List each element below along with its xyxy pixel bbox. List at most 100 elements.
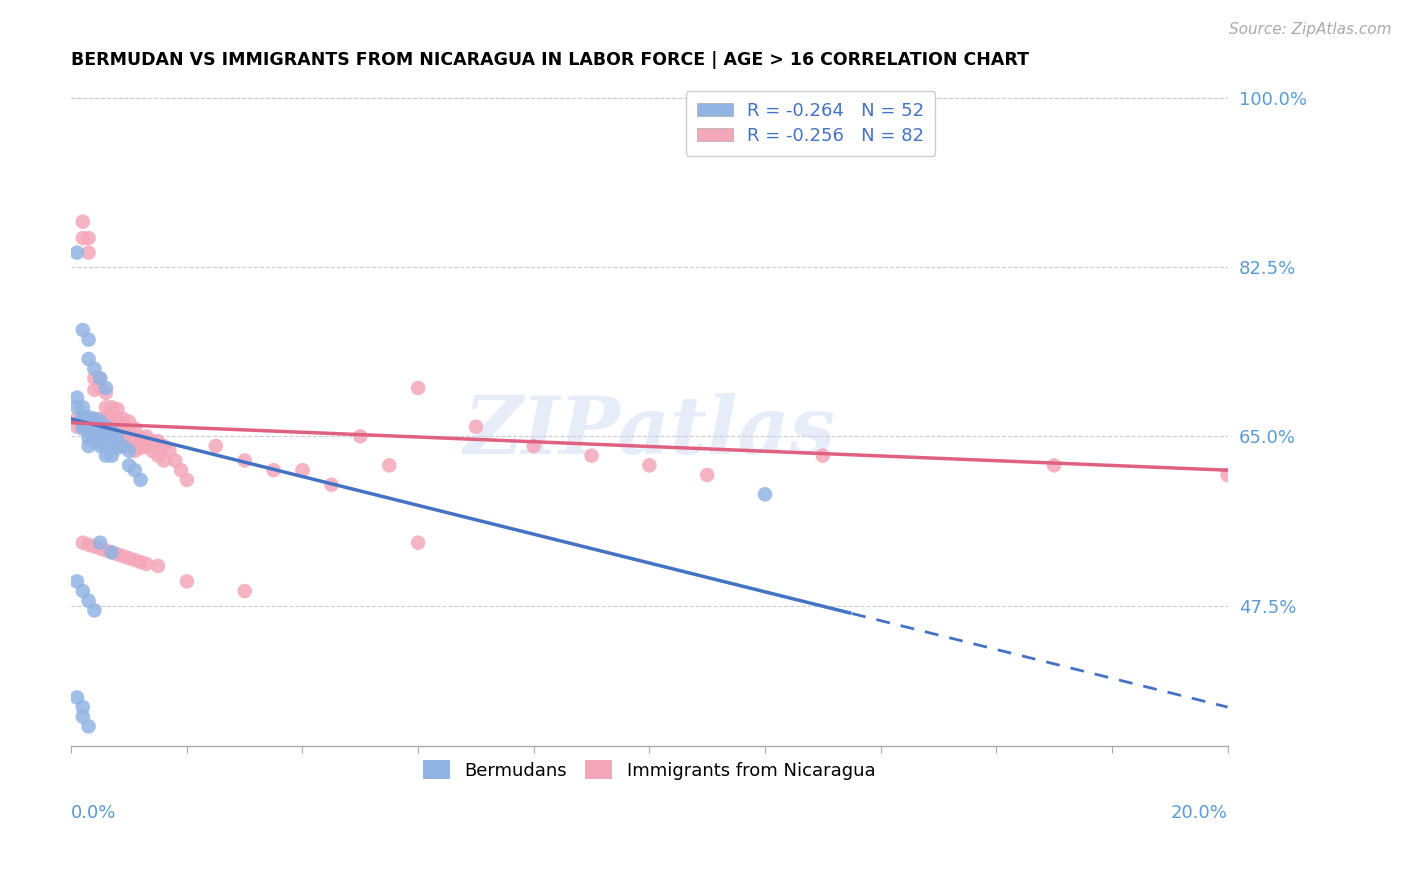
Point bbox=[135, 557, 157, 571]
Point bbox=[83, 434, 105, 449]
Point bbox=[89, 414, 111, 428]
Point bbox=[112, 412, 135, 426]
Point bbox=[89, 535, 111, 549]
Point bbox=[83, 412, 105, 426]
Point bbox=[754, 487, 776, 501]
Text: Source: ZipAtlas.com: Source: ZipAtlas.com bbox=[1229, 22, 1392, 37]
Point bbox=[581, 449, 603, 463]
Point bbox=[129, 473, 152, 487]
Point bbox=[100, 425, 122, 439]
Point bbox=[89, 412, 111, 426]
Point bbox=[66, 574, 89, 589]
Point bbox=[107, 425, 129, 439]
Point bbox=[77, 439, 100, 453]
Point bbox=[118, 443, 141, 458]
Point bbox=[146, 449, 169, 463]
Point bbox=[124, 443, 146, 458]
Point bbox=[77, 593, 100, 607]
Point bbox=[72, 584, 94, 599]
Point bbox=[77, 419, 100, 434]
Point bbox=[124, 463, 146, 477]
Point bbox=[72, 323, 94, 337]
Point bbox=[72, 421, 94, 435]
Point bbox=[118, 415, 141, 429]
Point bbox=[77, 333, 100, 347]
Point bbox=[94, 425, 117, 439]
Point bbox=[523, 439, 546, 453]
Point bbox=[72, 231, 94, 245]
Point bbox=[124, 421, 146, 435]
Point bbox=[107, 547, 129, 561]
Point bbox=[83, 371, 105, 385]
Point bbox=[1043, 458, 1066, 473]
Point bbox=[89, 421, 111, 435]
Point bbox=[83, 361, 105, 376]
Point bbox=[112, 439, 135, 453]
Point bbox=[263, 463, 285, 477]
Point bbox=[349, 429, 371, 443]
Point bbox=[129, 555, 152, 569]
Point bbox=[107, 431, 129, 445]
Point bbox=[83, 540, 105, 554]
Point bbox=[100, 401, 122, 415]
Point bbox=[152, 453, 174, 467]
Point bbox=[89, 431, 111, 445]
Point bbox=[77, 245, 100, 260]
Point bbox=[170, 463, 193, 477]
Point bbox=[135, 429, 157, 443]
Point bbox=[176, 574, 198, 589]
Point bbox=[135, 439, 157, 453]
Point bbox=[66, 391, 89, 405]
Point bbox=[165, 453, 187, 467]
Text: BERMUDAN VS IMMIGRANTS FROM NICARAGUA IN LABOR FORCE | AGE > 16 CORRELATION CHAR: BERMUDAN VS IMMIGRANTS FROM NICARAGUA IN… bbox=[72, 51, 1029, 69]
Point bbox=[72, 215, 94, 229]
Point bbox=[72, 409, 94, 424]
Point bbox=[94, 543, 117, 558]
Point bbox=[107, 412, 129, 426]
Point bbox=[66, 245, 89, 260]
Point bbox=[129, 441, 152, 455]
Point bbox=[465, 419, 488, 434]
Point bbox=[112, 421, 135, 435]
Point bbox=[100, 412, 122, 426]
Point bbox=[77, 414, 100, 428]
Point bbox=[77, 538, 100, 552]
Point bbox=[146, 558, 169, 573]
Point bbox=[100, 434, 122, 449]
Point bbox=[233, 584, 256, 599]
Point bbox=[124, 553, 146, 567]
Point bbox=[94, 412, 117, 426]
Point bbox=[66, 419, 89, 434]
Legend: Bermudans, Immigrants from Nicaragua: Bermudans, Immigrants from Nicaragua bbox=[416, 753, 883, 787]
Point bbox=[696, 468, 718, 483]
Point bbox=[72, 412, 94, 426]
Point bbox=[107, 441, 129, 455]
Point bbox=[146, 434, 169, 449]
Point bbox=[66, 401, 89, 415]
Point bbox=[811, 449, 834, 463]
Point bbox=[72, 710, 94, 724]
Text: 0.0%: 0.0% bbox=[72, 804, 117, 822]
Point bbox=[83, 425, 105, 439]
Point bbox=[89, 371, 111, 385]
Text: ZIPatlas: ZIPatlas bbox=[464, 393, 835, 471]
Point bbox=[72, 401, 94, 415]
Point bbox=[321, 477, 343, 491]
Point bbox=[378, 458, 401, 473]
Point bbox=[77, 719, 100, 733]
Point bbox=[66, 412, 89, 426]
Point bbox=[77, 431, 100, 445]
Point bbox=[118, 425, 141, 439]
Text: 20.0%: 20.0% bbox=[1171, 804, 1227, 822]
Point bbox=[94, 385, 117, 400]
Point bbox=[89, 541, 111, 556]
Point bbox=[94, 429, 117, 443]
Point bbox=[233, 453, 256, 467]
Point bbox=[77, 419, 100, 434]
Point bbox=[124, 431, 146, 445]
Point bbox=[152, 439, 174, 453]
Point bbox=[83, 421, 105, 435]
Point bbox=[118, 439, 141, 453]
Point bbox=[112, 434, 135, 449]
Point bbox=[112, 549, 135, 564]
